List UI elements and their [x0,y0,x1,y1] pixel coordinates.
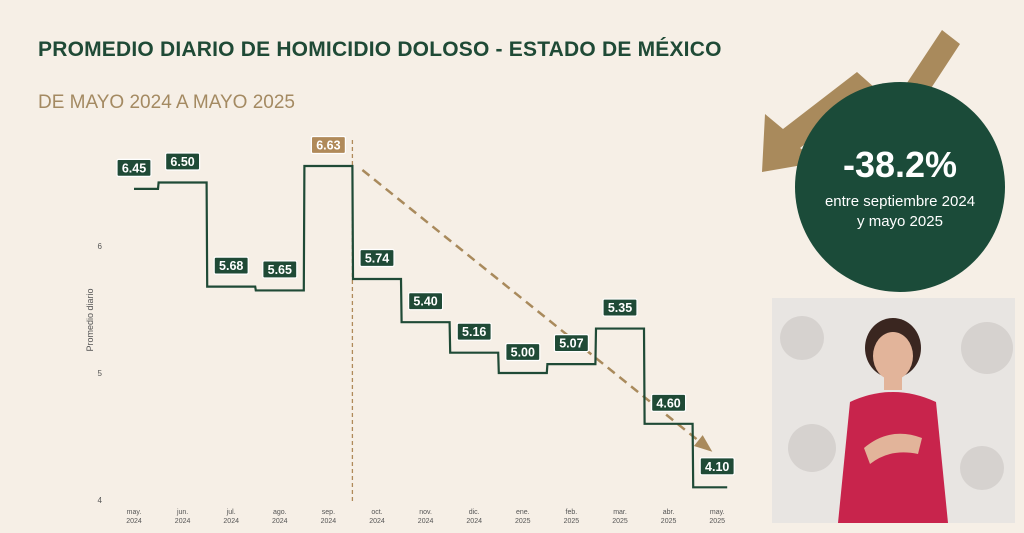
data-label: 6.45 [122,161,146,175]
data-label: 5.40 [413,295,437,309]
data-label-box [310,135,346,155]
series-step-line [134,164,728,489]
x-tick-label: nov. 2024 [418,509,434,525]
trend-arrow-head [693,435,713,452]
reduction-note-line1: entre septiembre 2024 [824,193,976,210]
data-label-box [165,152,201,171]
y-tick-label: 4 [98,496,103,505]
x-tick-label: may. 2024 [126,509,142,525]
data-label-box [650,393,687,412]
chart-title: PROMEDIO DIARIO DE HOMICIDIO DOLOSO - ES… [38,38,722,61]
y-tick-label: 6 [98,242,103,251]
data-label: 5.35 [608,301,632,315]
data-label: 4.60 [656,396,680,410]
data-label: 5.65 [268,263,292,277]
x-tick-label: oct. 2024 [369,509,385,525]
data-label-box [359,248,395,268]
data-label: 5.07 [559,337,583,351]
x-tick-label: feb. 2025 [564,509,580,525]
data-label: 4.10 [705,460,729,474]
sign-language-interpreter-video [772,298,1015,523]
reduction-percent: -38.2% [842,144,958,185]
data-label-box [262,260,298,279]
data-label-box [408,292,444,311]
x-tick-label: mar. 2025 [612,509,628,525]
data-label-box [456,322,492,341]
data-label: 5.74 [365,252,389,266]
data-label-box [116,158,152,177]
data-label-box [213,256,249,275]
x-tick-label: may. 2025 [709,509,725,525]
data-label-box [602,298,638,317]
data-label-box [505,342,541,362]
reduction-note: entre septiembre 2024 y mayo 2025 [803,192,997,232]
x-tick-label: sep. 2024 [321,509,337,525]
reduction-badge: -38.2% entre septiembre 2024 y mayo 2025 [795,82,1005,292]
data-label-box [699,457,735,476]
data-label: 6.50 [170,155,194,169]
x-tick-label: ago. 2024 [272,509,288,525]
y-axis-label: Promedio diario [85,288,95,351]
x-tick-label: abr. 2025 [661,509,677,525]
reduction-note-line2: y mayo 2025 [857,213,943,230]
x-tick-label: jun. 2024 [175,509,191,525]
data-label: 5.68 [219,259,243,273]
data-label-box [553,334,590,353]
data-label: 5.00 [511,346,535,360]
data-label: 5.16 [462,325,486,339]
chart-subtitle: DE MAYO 2024 A MAYO 2025 [38,92,295,113]
y-tick-label: 5 [98,369,103,378]
data-label: 6.63 [316,138,340,152]
x-tick-label: jul. 2024 [223,509,239,525]
x-tick-label: ene. 2025 [515,509,531,525]
x-tick-label: dic. 2024 [466,509,482,525]
